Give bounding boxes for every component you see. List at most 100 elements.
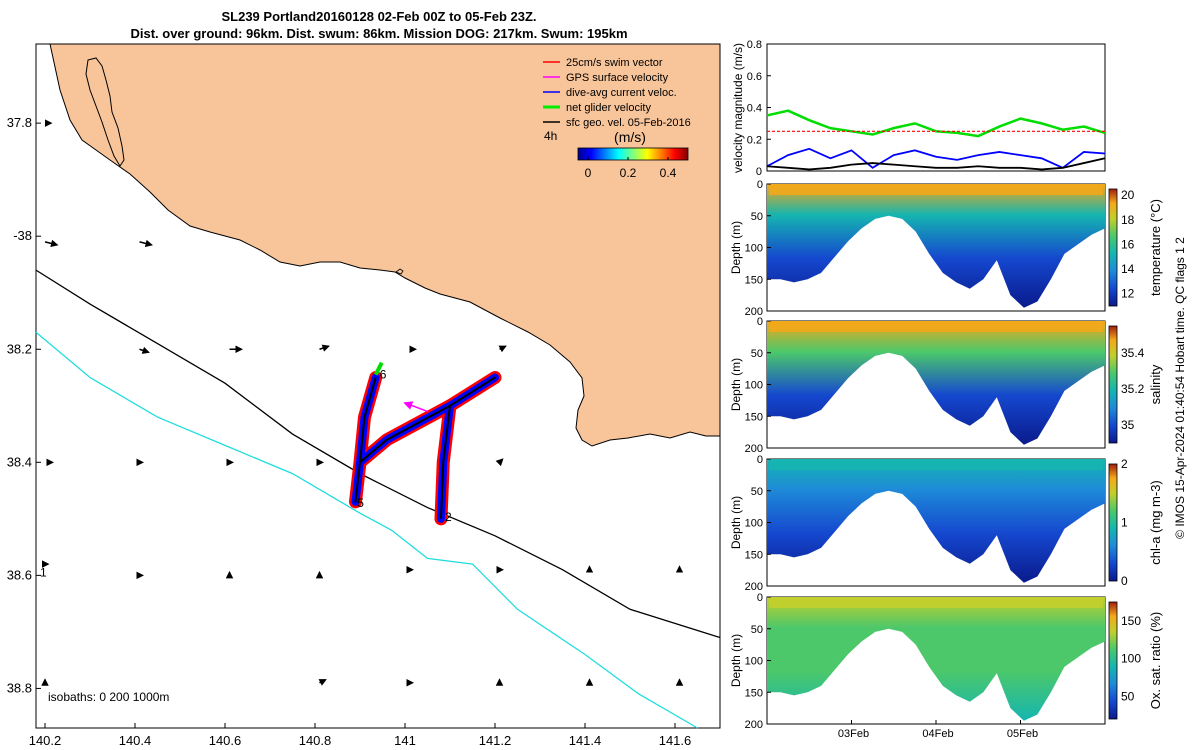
net-velocity-marker bbox=[373, 361, 384, 376]
current-arrows bbox=[41, 119, 684, 687]
map-colorbar bbox=[577, 147, 689, 161]
section-xtick-label: 04Feb bbox=[922, 728, 953, 740]
waypoint-label: 6 bbox=[380, 368, 387, 382]
glider-track bbox=[349, 361, 502, 526]
legend-extra-4h: 4h bbox=[544, 129, 557, 143]
section-surface-layer bbox=[769, 185, 1103, 195]
velocity-frame bbox=[766, 43, 1106, 172]
section-ytick-label: 150 bbox=[745, 274, 763, 286]
section-ytick-label: 0 bbox=[757, 454, 763, 466]
section-ytick-label: 200 bbox=[745, 443, 763, 455]
section-ytick-label: 200 bbox=[745, 719, 763, 731]
section-ytick-label: 50 bbox=[751, 348, 763, 360]
waypoint-labels: 6 5 2 1 bbox=[40, 368, 452, 580]
current-arrow bbox=[139, 346, 150, 354]
section-ytick-label: 100 bbox=[745, 518, 763, 530]
glider-path bbox=[354, 376, 496, 519]
legend-label: sfc geo. vel. 05-Feb-2016 bbox=[566, 117, 691, 129]
section-ytick-label: 0 bbox=[757, 179, 763, 191]
figure-title-line2: Dist. over ground: 96km. Dist. swum: 86k… bbox=[130, 26, 627, 41]
section-colorbar-tick-label: 35.2 bbox=[1121, 382, 1145, 396]
credit-text: © IMOS 15-Apr-2024 01:40:54 Hobart time.… bbox=[1173, 237, 1187, 539]
current-arrow bbox=[498, 345, 507, 353]
section-surface-layer bbox=[769, 598, 1103, 608]
section-ytick-label: 150 bbox=[745, 411, 763, 423]
temperature-panel: 0 50 100 150 200 Depth (m) 12 14 16 18 20 temperatu… bbox=[729, 179, 1163, 318]
legend-label: GPS surface velocity bbox=[566, 72, 669, 84]
map-xtick-label: 141.4 bbox=[569, 733, 602, 748]
isobath-1000m bbox=[35, 331, 698, 729]
section-colorbar-tick-label: 12 bbox=[1121, 287, 1135, 301]
velocity-ytick-label: 0.2 bbox=[747, 134, 762, 146]
map-colorbar-tick-label: 0 bbox=[585, 166, 592, 180]
legend-label: 25cm/s swim vector bbox=[566, 57, 663, 69]
section-colorbar-tick-label: 14 bbox=[1121, 262, 1135, 276]
section-colorbar-tick-label: 2 bbox=[1121, 457, 1128, 471]
map-xtick-label: 140.6 bbox=[209, 733, 242, 748]
map-ytick-label: 38.4 bbox=[7, 454, 32, 469]
current-arrow bbox=[139, 239, 153, 248]
map-colorbar-tick-label: 0.4 bbox=[660, 166, 677, 180]
map-xtick-label: 140.8 bbox=[299, 733, 332, 748]
section-ytick-label: 150 bbox=[745, 549, 763, 561]
section-ytick-label: 200 bbox=[745, 581, 763, 593]
cape-bridgewater bbox=[85, 57, 125, 167]
map-xtick-label: 141.2 bbox=[479, 733, 512, 748]
velocity-panel: 0 0.2 0.4 0.6 0.8 velocity magnitude (m/s) bbox=[731, 39, 1106, 178]
section-colorbar-tick-label: 50 bbox=[1121, 689, 1135, 703]
section-colorbar-tick-label: 35.4 bbox=[1121, 346, 1145, 360]
section-ytick-label: 0 bbox=[757, 316, 763, 328]
chla-panel: 0 50 100 150 200 Depth (m) 0 1 2 chl-a (mg m-3) bbox=[729, 454, 1163, 593]
isobath-note: isobaths: 0 200 1000m bbox=[48, 690, 169, 704]
section-ytick-label: 100 bbox=[745, 380, 763, 392]
section-colorbar-label: chl-a (mg m-3) bbox=[1148, 480, 1163, 565]
section-ytick-label: 100 bbox=[745, 243, 763, 255]
section-data-field bbox=[767, 184, 1105, 308]
current-arrow bbox=[44, 239, 59, 248]
map-ytick-label: 38.6 bbox=[7, 567, 32, 582]
section-colorbar-tick-label: 0 bbox=[1121, 574, 1128, 588]
current-arrow bbox=[319, 344, 330, 352]
section-ytick-label: 150 bbox=[745, 687, 763, 699]
map-colorbar-tick-label: 0.2 bbox=[620, 166, 637, 180]
section-colorbar-tick-label: 16 bbox=[1121, 237, 1135, 251]
velocity-ticks: 0 0.2 0.4 0.6 0.8 bbox=[747, 39, 771, 178]
section-ytick-label: 50 bbox=[751, 486, 763, 498]
section-xtick-label: 05Feb bbox=[1007, 728, 1038, 740]
legend-label: net glider velocity bbox=[566, 102, 651, 114]
lady-julia-percy-island bbox=[395, 268, 404, 275]
section-colorbar bbox=[1108, 188, 1118, 307]
map-ytick-label: -38 bbox=[13, 228, 32, 243]
section-colorbar-tick-label: 20 bbox=[1121, 188, 1135, 202]
waypoint-label: 1 bbox=[40, 566, 47, 580]
section-ytick-label: 50 bbox=[751, 624, 763, 636]
map-xtick-label: 141 bbox=[394, 733, 416, 748]
section-ylabel: Depth (m) bbox=[729, 496, 743, 549]
map-xtick-label: 141.6 bbox=[659, 733, 692, 748]
section-xtick-label: 03Feb bbox=[838, 728, 869, 740]
section-surface-layer bbox=[769, 322, 1103, 332]
section-ytick-label: 50 bbox=[751, 211, 763, 223]
map-ticks: 140.2 140.4 140.6 140.8 141 141.2 141.4 141.6 37… bbox=[7, 115, 692, 748]
map-xtick-label: 140.4 bbox=[119, 733, 152, 748]
legend-label: dive-avg current veloc. bbox=[566, 87, 677, 99]
section-ylabel: Depth (m) bbox=[729, 634, 743, 687]
velocity-ytick-label: 0.6 bbox=[747, 71, 762, 83]
section-colorbar-tick-label: 100 bbox=[1121, 652, 1141, 666]
current-arrow bbox=[318, 679, 327, 686]
velocity-series bbox=[766, 109, 1106, 138]
section-data-field bbox=[767, 459, 1105, 583]
section-data-field bbox=[767, 321, 1105, 445]
section-colorbar-tick-label: 150 bbox=[1121, 614, 1141, 628]
velocity-ylabel: velocity magnitude (m/s) bbox=[731, 43, 745, 173]
map-ytick-label: 38.2 bbox=[7, 341, 32, 356]
section-ylabel: Depth (m) bbox=[729, 221, 743, 274]
map-xtick-label: 140.2 bbox=[29, 733, 62, 748]
section-ytick-label: 200 bbox=[745, 306, 763, 318]
section-ytick-label: 0 bbox=[757, 592, 763, 604]
waypoint-label: 2 bbox=[445, 510, 452, 524]
section-ylabel: Depth (m) bbox=[729, 358, 743, 411]
gps-velocity-arrow bbox=[403, 401, 428, 413]
velocity-ytick-label: 0.4 bbox=[747, 103, 762, 115]
